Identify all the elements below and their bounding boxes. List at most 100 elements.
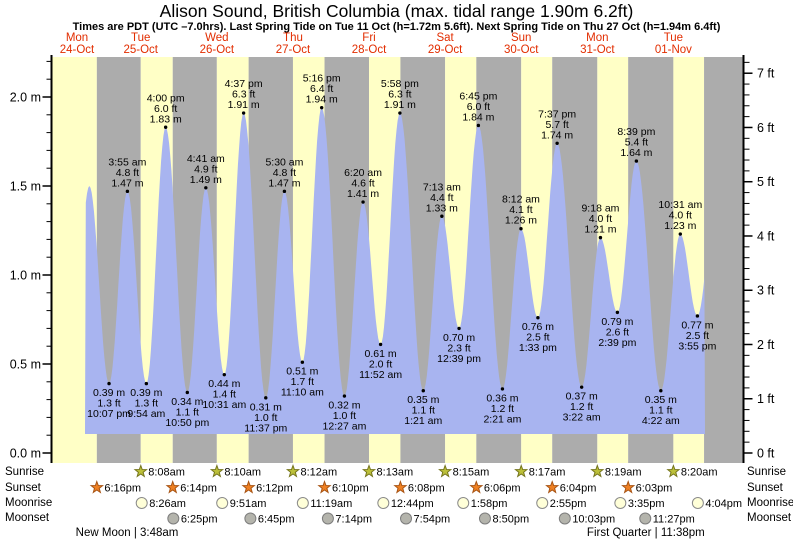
tide-extreme-dot xyxy=(163,125,168,129)
day-label-weekday: Sat xyxy=(436,32,454,44)
moonset-icon xyxy=(400,512,413,525)
low-tide-label: 9:54 am xyxy=(127,408,165,420)
moonset-icon xyxy=(558,512,571,525)
day-label-weekday: Tue xyxy=(664,32,683,44)
low-tide-label: 1.2 ft xyxy=(570,401,593,413)
moonrise-row-label-right: Moonrise xyxy=(747,497,793,509)
high-tide-label: 5:58 pm xyxy=(381,78,419,90)
low-tide-label: 2.6 ft xyxy=(606,326,629,338)
day-label-date: 31-Oct xyxy=(580,44,615,56)
low-tide-label: 0.35 m xyxy=(407,394,439,406)
high-tide-label: 6.3 ft xyxy=(388,89,411,101)
left-axis-tick-label: 2.0 m xyxy=(10,91,41,105)
low-tide-label: 1.3 ft xyxy=(97,398,120,410)
high-tide-label: 1.74 m xyxy=(541,129,573,141)
sunset-star-icon xyxy=(621,480,636,494)
tide-extreme-dot xyxy=(378,342,383,347)
tide-extreme-dot xyxy=(264,396,268,400)
low-tide-label: 4:22 am xyxy=(642,415,680,427)
low-tide-label: 0.61 m xyxy=(365,348,397,360)
sunrise-time: 8:17am xyxy=(529,467,566,479)
sunset-row-label-right: Sunset xyxy=(747,482,783,494)
tide-extreme-dot xyxy=(457,326,461,331)
right-axis-tick-label: 5 ft xyxy=(757,175,775,189)
tide-extreme-dot xyxy=(634,159,639,163)
tide-extreme-dot xyxy=(579,385,584,389)
low-tide-label: 2.5 ft xyxy=(526,332,549,344)
day-label-date: 01-Nov xyxy=(655,44,692,56)
low-tide-label: 1.2 ft xyxy=(491,403,514,415)
sunrise-star-icon xyxy=(285,464,301,478)
low-tide-label: 1.0 ft xyxy=(254,412,277,424)
chart-subtitle: Times are PDT (UTC –7.0hrs). Last Spring… xyxy=(72,21,721,33)
day-label-date: 25-Oct xyxy=(123,44,158,56)
tide-extreme-dot xyxy=(204,186,208,190)
low-tide-label: 0.51 m xyxy=(286,366,318,378)
low-tide-label: 10:31 am xyxy=(202,399,246,411)
sunrise-time: 8:10am xyxy=(224,467,261,479)
high-tide-label: 1.91 m xyxy=(384,99,416,111)
moonrise-icon xyxy=(614,497,627,509)
moonset-time: 7:14pm xyxy=(335,514,372,526)
tide-extreme-dot xyxy=(125,189,130,194)
sunrise-star-icon xyxy=(666,464,681,478)
low-tide-label: 10:50 pm xyxy=(165,417,209,429)
high-tide-label: 6:20 am xyxy=(344,167,382,179)
moonset-time: 6:25pm xyxy=(181,514,218,526)
high-tide-label: 4.4 ft xyxy=(430,192,453,204)
sunrise-time: 8:19am xyxy=(605,467,642,479)
high-tide-label: 4.0 ft xyxy=(589,213,612,225)
moonrise-time: 9:51am xyxy=(230,498,267,510)
low-tide-label: 1.1 ft xyxy=(649,405,672,417)
low-tide-label: 0.35 m xyxy=(645,394,677,406)
day-label-date: 28-Oct xyxy=(352,44,387,56)
sunset-time: 6:14pm xyxy=(180,483,217,495)
moonset-icon xyxy=(167,512,180,525)
right-axis-tick-label: 0 ft xyxy=(757,447,775,461)
tide-extreme-dot xyxy=(185,390,190,395)
sunrise-row-label-left: Sunrise xyxy=(5,466,44,478)
tide-extreme-dot xyxy=(659,389,663,393)
high-tide-label: 1.83 m xyxy=(150,113,182,125)
low-tide-label: 12:39 pm xyxy=(437,353,481,365)
high-tide-label: 5:16 pm xyxy=(303,73,341,85)
tide-extreme-dot xyxy=(342,394,347,398)
tide-extreme-dot xyxy=(361,200,365,204)
high-tide-label: 1.47 m xyxy=(268,177,300,189)
high-tide-label: 1.94 m xyxy=(306,94,338,106)
low-tide-label: 0.32 m xyxy=(328,400,360,412)
right-axis-tick-label: 3 ft xyxy=(757,284,775,298)
high-tide-label: 6.4 ft xyxy=(310,83,333,95)
sunset-star-icon xyxy=(469,480,484,494)
sunset-time: 6:03pm xyxy=(636,483,673,495)
tide-area xyxy=(85,107,705,434)
day-label-date: 24-Oct xyxy=(60,44,95,56)
low-tide-label: 1.3 ft xyxy=(135,398,158,410)
low-tide-label: 0.77 m xyxy=(681,319,713,331)
low-tide-label: 12:27 am xyxy=(323,421,367,433)
day-label-weekday: Wed xyxy=(205,32,228,44)
high-tide-label: 4.0 ft xyxy=(669,210,692,222)
high-tide-label: 4:37 pm xyxy=(225,78,263,90)
sunset-time: 6:10pm xyxy=(332,483,369,495)
low-tide-label: 11:37 pm xyxy=(244,422,287,434)
sunrise-star-icon xyxy=(514,464,529,478)
moonset-row-label-right: Moonset xyxy=(747,512,792,524)
low-tide-label: 0.37 m xyxy=(566,391,598,403)
tide-extreme-dot xyxy=(615,310,620,315)
high-tide-label: 4.1 ft xyxy=(509,204,532,216)
low-tide-label: 1:21 am xyxy=(404,415,442,427)
low-tide-label: 0.70 m xyxy=(443,332,475,344)
left-axis-tick-label: 0.5 m xyxy=(10,358,41,372)
low-tide-label: 1.1 ft xyxy=(176,406,199,418)
high-tide-label: 3:55 am xyxy=(108,156,146,168)
moonset-row-label-left: Moonset xyxy=(5,512,50,524)
low-tide-label: 2.5 ft xyxy=(686,330,709,342)
moonrise-icon xyxy=(216,497,229,509)
sunrise-star-icon xyxy=(361,464,377,478)
high-tide-label: 4.8 ft xyxy=(116,167,139,179)
moonrise-time: 3:35pm xyxy=(628,498,665,510)
tide-extreme-dot xyxy=(536,316,540,320)
